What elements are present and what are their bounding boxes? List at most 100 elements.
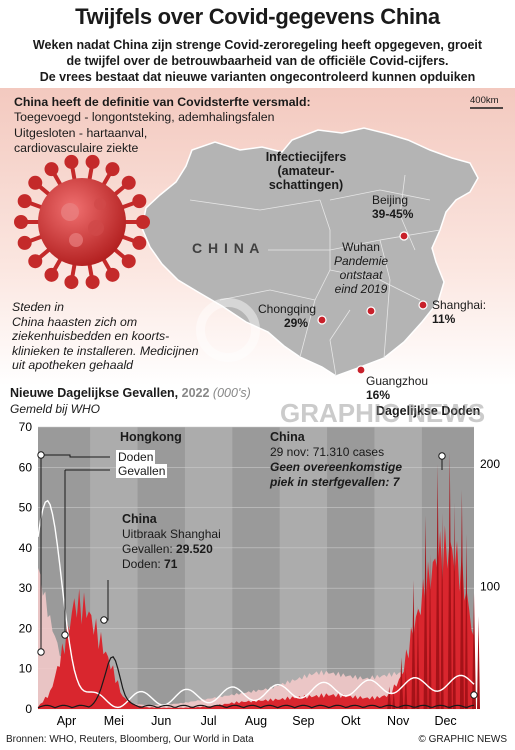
right-tick-label: 100 [480,579,500,593]
shanghai-cases-label: Gevallen: [122,542,173,556]
watermark: GRAPHIC NEWS [280,398,486,428]
hospitals-note-3: ziekenhuisbedden en koorts- [12,329,170,343]
month-label: Okt [341,714,361,728]
infection-title-line-2: (amateur- [277,164,335,178]
infection-title-line-1: Infectiecijfers [265,150,347,164]
right-axis-ticks: 100 200 [480,457,500,594]
virus-spike-tip [85,154,100,169]
left-tick-label: 70 [19,420,33,434]
left-tick-label: 60 [19,460,33,474]
virus-spike-tip [44,267,59,282]
month-label: Apr [57,714,76,728]
subtitle-line-1: Weken nadat China zijn strenge Covid-zer… [32,38,483,52]
virus-spike-tip [132,235,147,250]
hk-annotation-cases: Gevallen [116,464,168,478]
china-deaths-line [37,656,475,709]
left-tick-label: 50 [19,501,33,515]
virus-spike-tip [105,267,120,282]
virus-spike-tip [17,194,32,209]
hospitals-note-4: klinieken te installeren. Medicijnen [12,343,199,358]
virus-illustration [14,154,150,290]
china-shape [141,127,479,377]
left-tick-label: 20 [19,621,33,635]
month-label: Dec [434,714,456,728]
peak-annotation-note-2: piek in sterfgevallen: 7 [270,475,400,489]
month-label: Aug [245,714,267,728]
chongqing-dot [317,315,327,325]
virus-spike-tip [136,215,150,229]
peak-annotation-date: 29 nov: 71.310 cases [270,445,385,459]
chongqing-label: Chongqing 29% [258,302,316,330]
month-labels: Apr Mei Jun Jul Aug Sep Okt Nov Dec [57,714,457,728]
virus-spike-tip [121,175,136,190]
sources: Bronnen: WHO, Reuters, Bloomberg, Our Wo… [6,734,254,745]
virus-spike-tip [121,254,136,269]
guangzhou-value: 16% [366,388,391,402]
virus-spike-tip [28,175,43,190]
virus-spike-tip [64,154,79,169]
copyright: © GRAPHIC NEWS [418,734,508,745]
infection-title: Infectiecijfers (amateur- schattingen) [256,150,356,192]
shanghai-peak-marker [100,616,108,624]
hospitals-note-1: Steden in [12,300,64,314]
peak-annotation-title: China [270,430,305,444]
peak-annotation-note-1: Geen overeenkomstige [270,460,403,474]
shanghai-name: Shanghai: [432,298,487,312]
chart-title-unit: (000's) [212,386,251,400]
hk-cases-marker [37,648,45,656]
month-label: Jun [151,714,171,728]
beijing-label: Beijing 39-45% [372,193,413,221]
peak-annotation: China 29 nov: 71.310 cases Geen overeenk… [270,430,402,490]
wuhan-dot [366,306,376,316]
cases-chart: 0 10 20 30 40 50 60 70 100 200 Apr Mei Jun Jul Aug Se… [19,420,501,728]
virus-spike-tip [44,162,59,177]
hk-annotation-deaths: Doden [116,450,156,464]
virus-spike-tip [105,162,120,177]
infection-title-line-3: schattingen) [268,178,344,192]
month-label: Mei [104,714,124,728]
shanghai-annotation-title: China [122,512,157,526]
beijing-dot [399,231,409,241]
left-axis-ticks: 0 10 20 30 40 50 60 70 [19,420,33,716]
definition-excluded-1: Uitgesloten - hartaanval, [14,126,148,140]
hongkong-deaths-line [37,499,475,709]
scale-label: 400km [470,95,499,106]
left-tick-label: 10 [19,662,33,676]
right-tick-label: 200 [480,457,500,471]
shanghai-annotation-sub: Uitbraak Shanghai [122,527,221,541]
hospitals-note-2: China haasten zich om [12,314,138,329]
wuhan-note-3: eind 2019 [334,282,388,296]
guangzhou-label: Guangzhou 16% [366,374,428,402]
hospitals-note: Steden in China haasten zich om ziekenhu… [12,300,199,373]
month-bands [90,427,422,709]
subtitle-line-3: De vrees bestaat dat nieuwe varianten on… [39,70,476,84]
hk-deaths-marker [37,451,45,459]
page-title: Twijfels over Covid-gegevens China [75,4,440,29]
wuhan-note-2: ontstaat [339,268,383,282]
country-label: C H I N A [192,240,261,256]
wuhan-note-1: Pandemie [333,254,389,268]
chart-title-main: Nieuwe Dagelijkse Gevallen, [10,386,179,400]
left-tick-label: 0 [25,702,32,716]
virus-spike-tip [17,235,32,250]
chongqing-value: 29% [284,316,309,330]
hospitals-note-5: uit apotheken gehaald [12,358,134,372]
shanghai-label: Shanghai: 11% [432,298,486,326]
month-label: Jul [201,714,217,728]
province-borders [189,174,441,377]
shanghai-dot [418,300,428,310]
virus-spike-tip [28,254,43,269]
chart-subtitle: Gemeld bij WHO [10,402,101,416]
shanghai-deaths-value: 71 [164,557,178,571]
shanghai-value: 11% [432,312,456,326]
hk-annotation-title: Hongkong [120,430,182,444]
month-band [184,427,233,709]
wuhan-label: Wuhan Pandemie ontstaat eind 2019 [318,240,404,296]
virus-spike-tip [85,275,100,290]
china-cases-spikes [387,451,480,709]
chongqing-name: Chongqing [258,302,317,316]
shanghai-deaths-label: Doden: [122,557,161,571]
guangzhou-dot [356,365,366,375]
left-tick-label: 30 [19,581,33,595]
definition-excluded-2: cardiovasculaire ziekte [14,141,139,155]
